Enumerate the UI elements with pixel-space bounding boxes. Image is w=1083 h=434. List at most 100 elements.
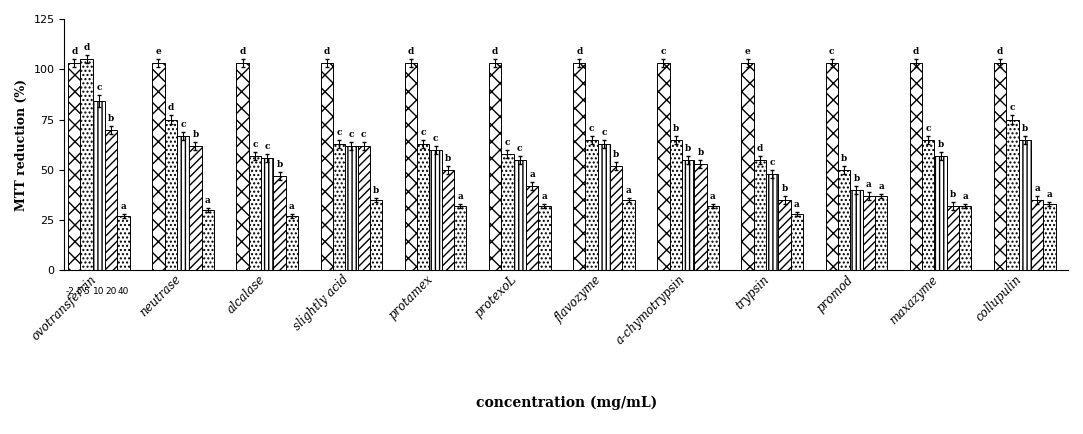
Y-axis label: MTT reduction (%): MTT reduction (%) <box>15 79 28 211</box>
Bar <box>669 140 682 270</box>
Bar <box>345 146 357 270</box>
Text: b: b <box>938 140 943 149</box>
Text: a: a <box>794 200 800 209</box>
Text: a: a <box>289 202 295 211</box>
Text: d: d <box>71 47 77 56</box>
Text: d: d <box>324 47 330 56</box>
Bar <box>779 200 791 270</box>
Bar <box>93 102 105 270</box>
Text: a: a <box>1046 190 1053 199</box>
Bar <box>1006 119 1019 270</box>
Text: b: b <box>782 184 787 193</box>
Bar <box>766 174 779 270</box>
Text: c: c <box>517 144 523 153</box>
Text: a: a <box>542 192 547 201</box>
Text: a: a <box>457 192 464 201</box>
Bar <box>190 146 201 270</box>
Text: d: d <box>913 47 919 56</box>
Text: b: b <box>697 148 704 157</box>
Text: c: c <box>601 128 606 137</box>
Bar <box>357 146 370 270</box>
Bar <box>405 63 417 270</box>
Text: 10: 10 <box>93 287 105 296</box>
Text: c: c <box>420 128 426 137</box>
Bar <box>417 144 430 270</box>
Text: b: b <box>276 160 283 169</box>
Bar <box>863 196 875 270</box>
Text: d: d <box>492 47 498 56</box>
Bar <box>501 154 513 270</box>
Text: c: c <box>1009 103 1015 112</box>
Text: d: d <box>168 103 174 112</box>
Text: c: c <box>828 47 835 56</box>
Bar <box>274 176 286 270</box>
Text: a: a <box>121 202 127 211</box>
Text: a: a <box>710 192 716 201</box>
Text: c: c <box>337 128 342 137</box>
Text: a: a <box>626 186 631 195</box>
Text: b: b <box>373 186 379 195</box>
Bar <box>153 63 165 270</box>
Text: a: a <box>866 180 872 189</box>
Text: d: d <box>408 47 414 56</box>
Bar <box>105 130 117 270</box>
Bar <box>80 59 93 270</box>
Text: c: c <box>661 47 666 56</box>
Bar <box>177 135 190 270</box>
Text: 40: 40 <box>118 287 129 296</box>
Bar <box>286 216 298 270</box>
Bar <box>201 210 214 270</box>
Text: b: b <box>445 154 452 163</box>
Text: c: c <box>349 130 354 138</box>
Bar <box>875 196 887 270</box>
Text: b: b <box>841 154 847 163</box>
Bar <box>1019 140 1031 270</box>
Text: c: c <box>926 124 931 132</box>
Text: d: d <box>239 47 246 56</box>
Bar <box>742 63 754 270</box>
Bar <box>573 63 586 270</box>
Text: c: c <box>264 141 270 151</box>
Text: d: d <box>83 43 90 52</box>
X-axis label: concentration (mg/mL): concentration (mg/mL) <box>475 396 656 410</box>
Text: b: b <box>108 114 115 122</box>
Text: d: d <box>757 144 764 153</box>
Bar <box>249 156 261 270</box>
Text: 5: 5 <box>83 287 90 296</box>
Bar <box>598 144 610 270</box>
Bar <box>117 216 130 270</box>
Bar <box>682 160 694 270</box>
Text: e: e <box>745 47 751 56</box>
Bar <box>321 63 332 270</box>
Bar <box>947 206 960 270</box>
Bar <box>513 160 526 270</box>
Bar <box>1043 204 1056 270</box>
Bar <box>370 200 382 270</box>
Bar <box>791 214 804 270</box>
Text: c: c <box>770 158 775 167</box>
Bar <box>1031 200 1043 270</box>
Text: b: b <box>686 144 691 153</box>
Bar <box>935 156 947 270</box>
Text: b: b <box>853 174 860 183</box>
Text: c: c <box>252 140 258 149</box>
Bar <box>332 144 345 270</box>
Bar <box>442 170 454 270</box>
Bar <box>488 63 501 270</box>
Text: b: b <box>613 150 619 159</box>
Bar <box>960 206 971 270</box>
Text: -2.5: -2.5 <box>66 287 83 296</box>
Bar <box>694 164 706 270</box>
Text: c: c <box>589 124 595 132</box>
Text: a: a <box>963 192 968 201</box>
Text: b: b <box>950 190 956 199</box>
Bar <box>610 166 623 270</box>
Text: b: b <box>673 124 679 132</box>
Bar <box>236 63 249 270</box>
Text: a: a <box>878 182 884 191</box>
Text: e: e <box>156 47 161 56</box>
Bar <box>430 150 442 270</box>
Text: b: b <box>193 130 198 138</box>
Bar <box>526 186 538 270</box>
Bar <box>838 170 850 270</box>
